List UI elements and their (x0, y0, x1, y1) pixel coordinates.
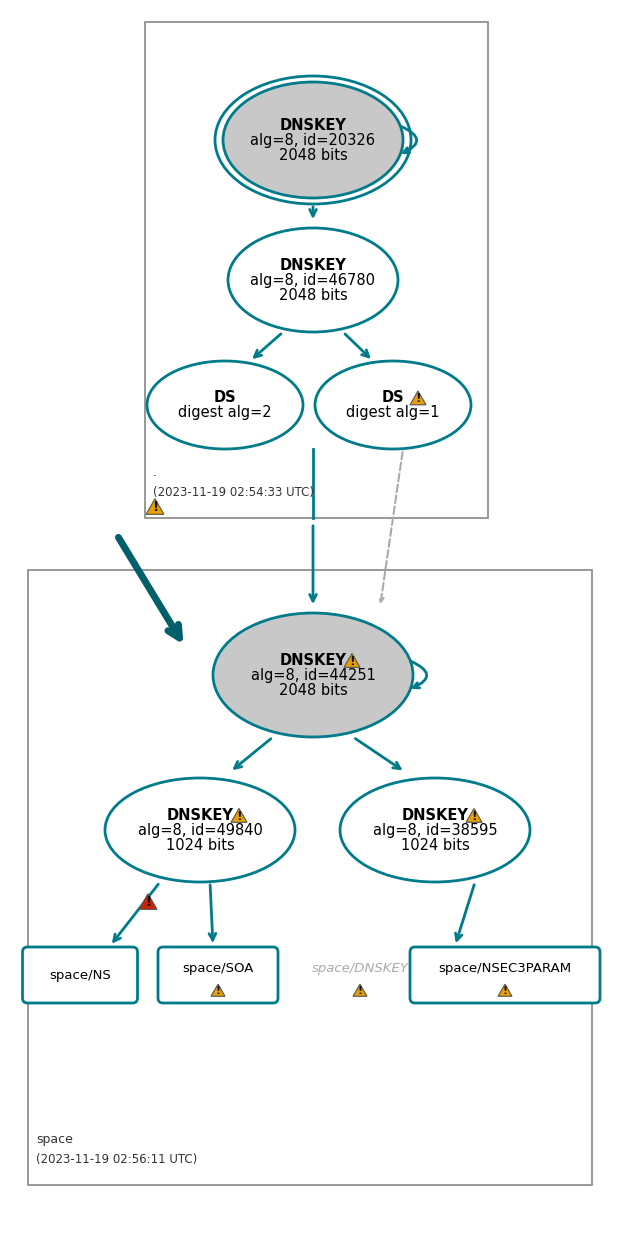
Ellipse shape (228, 228, 398, 332)
Text: !: ! (236, 810, 242, 822)
Polygon shape (353, 985, 367, 996)
Polygon shape (139, 894, 157, 909)
Polygon shape (498, 985, 512, 996)
Text: digest alg=2: digest alg=2 (178, 405, 272, 421)
Ellipse shape (340, 778, 530, 883)
Text: alg=8, id=46780: alg=8, id=46780 (251, 272, 376, 287)
Text: !: ! (503, 986, 507, 996)
Text: space: space (36, 1133, 73, 1146)
Text: DNSKEY: DNSKEY (280, 652, 346, 667)
Text: alg=8, id=38595: alg=8, id=38595 (373, 822, 497, 837)
Text: .: . (153, 466, 157, 478)
Polygon shape (211, 985, 225, 996)
Bar (145, 21, 488, 517)
Ellipse shape (315, 361, 471, 449)
Text: 2048 bits: 2048 bits (279, 147, 347, 162)
Ellipse shape (213, 613, 413, 737)
Text: 2048 bits: 2048 bits (279, 682, 347, 697)
Polygon shape (466, 808, 482, 822)
Bar (28, 570, 592, 1185)
Text: (2023-11-19 02:56:11 UTC): (2023-11-19 02:56:11 UTC) (36, 1153, 197, 1166)
FancyBboxPatch shape (22, 947, 138, 1003)
Text: alg=8, id=20326: alg=8, id=20326 (251, 132, 376, 147)
Ellipse shape (105, 778, 295, 883)
Ellipse shape (147, 361, 303, 449)
Text: !: ! (215, 986, 220, 996)
Text: !: ! (471, 810, 477, 822)
Text: DNSKEY: DNSKEY (167, 807, 233, 822)
Ellipse shape (223, 82, 403, 198)
Text: DS: DS (213, 390, 236, 405)
Polygon shape (410, 392, 426, 405)
Text: !: ! (415, 392, 421, 405)
Text: DNSKEY: DNSKEY (402, 807, 468, 822)
Polygon shape (146, 499, 164, 515)
Text: (2023-11-19 02:54:33 UTC): (2023-11-19 02:54:33 UTC) (153, 486, 314, 499)
Text: 1024 bits: 1024 bits (400, 837, 470, 852)
Text: digest alg=1: digest alg=1 (346, 405, 440, 421)
FancyBboxPatch shape (158, 947, 278, 1003)
Text: DNSKEY: DNSKEY (280, 258, 346, 272)
Text: space/NSEC3PARAM: space/NSEC3PARAM (439, 962, 571, 974)
Text: !: ! (152, 500, 158, 515)
Text: !: ! (349, 655, 355, 667)
Text: 1024 bits: 1024 bits (165, 837, 234, 852)
Polygon shape (231, 808, 247, 822)
Text: !: ! (358, 986, 362, 996)
Text: 2048 bits: 2048 bits (279, 287, 347, 302)
Text: DS: DS (382, 390, 404, 405)
Text: space/DNSKEY: space/DNSKEY (312, 962, 408, 974)
Text: space/NS: space/NS (49, 968, 111, 982)
Text: !: ! (145, 895, 151, 909)
Text: DNSKEY: DNSKEY (280, 117, 346, 132)
Text: alg=8, id=49840: alg=8, id=49840 (138, 822, 262, 837)
Polygon shape (344, 653, 360, 667)
Text: alg=8, id=44251: alg=8, id=44251 (251, 667, 375, 682)
FancyBboxPatch shape (410, 947, 600, 1003)
Text: space/SOA: space/SOA (182, 962, 254, 974)
